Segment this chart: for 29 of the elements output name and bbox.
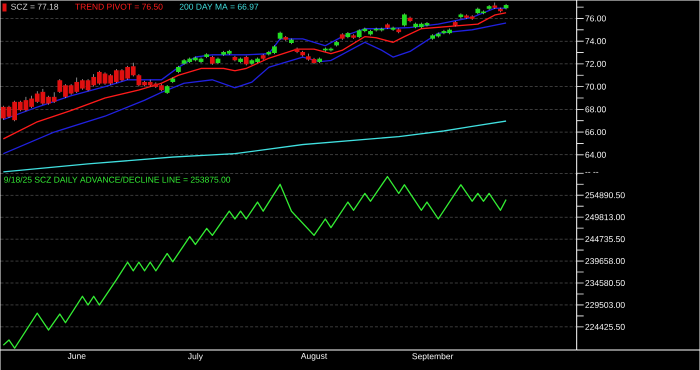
y-tick-label: 234580.50 [585,280,625,286]
y-tick-label: 66.00 [585,129,606,136]
line-series [2,120,507,173]
x-tick-label: September [412,353,454,361]
y-tick-label: 74.00 [585,38,606,44]
candlestick [351,34,356,40]
y-tick-label: 64.00 [585,152,606,158]
text: 9/18/25 SCZ DAILY ADVANCE/DECLINE LINE = 253875.00 [4,176,230,183]
y-tick-label: 249813.00 [585,214,625,220]
y-tick-label: 244735.50 [585,236,625,242]
line-series [2,22,507,154]
y-tick-label: 224425.50 [585,324,625,330]
y-tick-label: 76.00 [585,15,606,22]
y-tick-label: 70.00 [585,84,606,90]
candlestick [402,13,407,27]
x-tick-label: August [300,353,328,361]
x-tick-label: July [188,353,203,361]
y-tick-label: -- -- [585,172,598,173]
y-tick-label: 229503.00 [585,302,625,308]
y-tick-label: 72.00 [585,60,606,67]
y-tick-label: 68.00 [585,106,606,112]
x-tick-label: June [68,353,86,359]
legend-label: SCZ = 77.18 [11,4,58,10]
line-series [2,176,507,349]
candlestick [244,56,249,66]
text: 200 DAY MA = 66.97 [180,4,258,10]
y-tick-label: 239658.00 [585,258,625,264]
y-tick-label: 254890.50 [585,192,625,198]
text: TREND PIVOT = 76.50 [75,4,163,10]
